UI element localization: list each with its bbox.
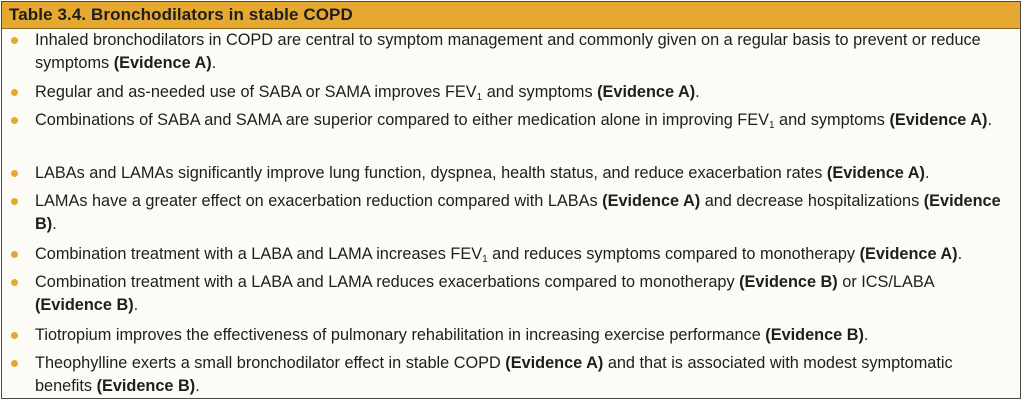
item-text: Combination treatment with a LABA and LA… <box>35 245 963 265</box>
item-text: LAMAs have a greater effect on exacerbat… <box>35 192 1001 233</box>
item-text: Regular and as-needed use of SABA or SAM… <box>35 83 700 103</box>
bullet-icon <box>11 360 18 367</box>
bullet-icon <box>11 279 18 286</box>
item-text: Theophylline exerts a small bronchodilat… <box>35 354 953 395</box>
bullet-icon <box>11 198 18 205</box>
table-title: Table 3.4. Bronchodilators in stable COP… <box>2 2 1020 29</box>
bullet-icon <box>11 117 18 124</box>
bullet-icon <box>11 332 18 339</box>
bullet-icon <box>11 37 18 44</box>
item-text: Combination treatment with a LABA and LA… <box>35 273 934 314</box>
bullet-icon <box>11 251 18 258</box>
item-text: Combinations of SABA and SAMA are superi… <box>35 111 992 131</box>
bullet-icon <box>11 170 18 177</box>
item-text: Tiotropium improves the effectiveness of… <box>35 326 869 344</box>
item-text: LABAs and LAMAs significantly improve lu… <box>35 164 930 182</box>
bullet-icon <box>11 89 18 96</box>
item-text: Inhaled bronchodilators in COPD are cent… <box>35 31 981 72</box>
